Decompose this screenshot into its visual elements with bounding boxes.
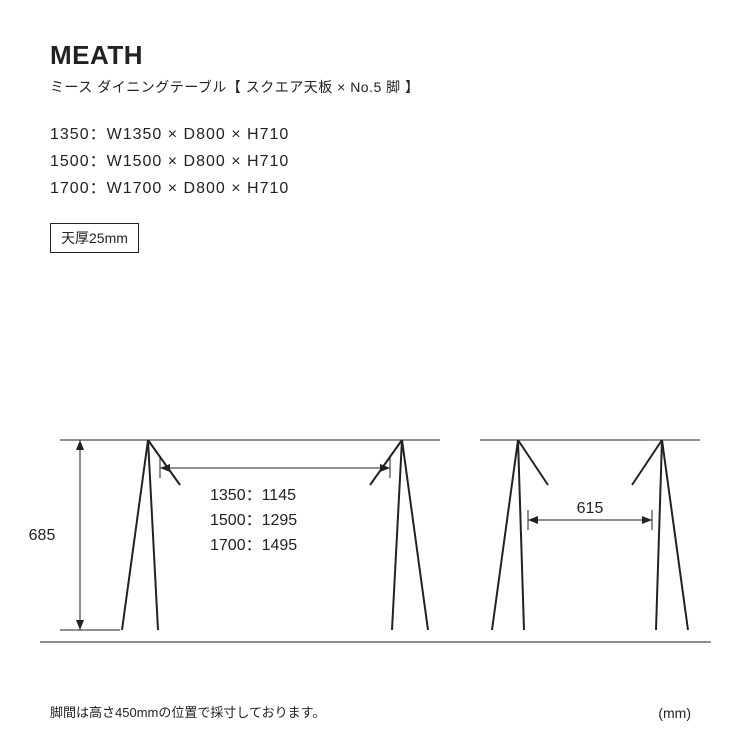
header: MEATH ミース ダイニングテーブル【 スクエア天板 × No.5 脚 】 — [50, 40, 701, 97]
product-subtitle: ミース ダイニングテーブル【 スクエア天板 × No.5 脚 】 — [50, 77, 701, 97]
side-view: 615 — [480, 440, 700, 630]
size-row: 1500：W1500 × D800 × H710 — [50, 148, 701, 175]
front-view: 1350：1145 1500：1295 1700：1495 — [110, 440, 440, 630]
diagram-svg: 685 1350：1145 1500：1295 1700：1495 — [0, 430, 751, 670]
footnote: 脚間は高さ450mmの位置で採寸しております。 — [0, 702, 751, 721]
size-row: 1350：W1350 × D800 × H710 — [50, 121, 701, 148]
front-span-line: 1500：1295 — [210, 512, 297, 529]
front-span-line: 1350：1145 — [210, 487, 296, 504]
height-value: 685 — [29, 527, 56, 544]
thickness-badge: 天厚25mm — [50, 223, 139, 253]
dimension-diagram: 685 1350：1145 1500：1295 1700：1495 — [0, 430, 751, 670]
height-dimension: 685 — [29, 440, 120, 630]
front-span-line: 1700：1495 — [210, 537, 297, 554]
side-span-value: 615 — [577, 500, 604, 517]
size-row: 1700：W1700 × D800 × H710 — [50, 175, 701, 202]
unit-label: (mm) — [658, 705, 691, 721]
size-list: 1350：W1350 × D800 × H710 1500：W1500 × D8… — [50, 121, 701, 203]
product-title: MEATH — [50, 40, 701, 71]
